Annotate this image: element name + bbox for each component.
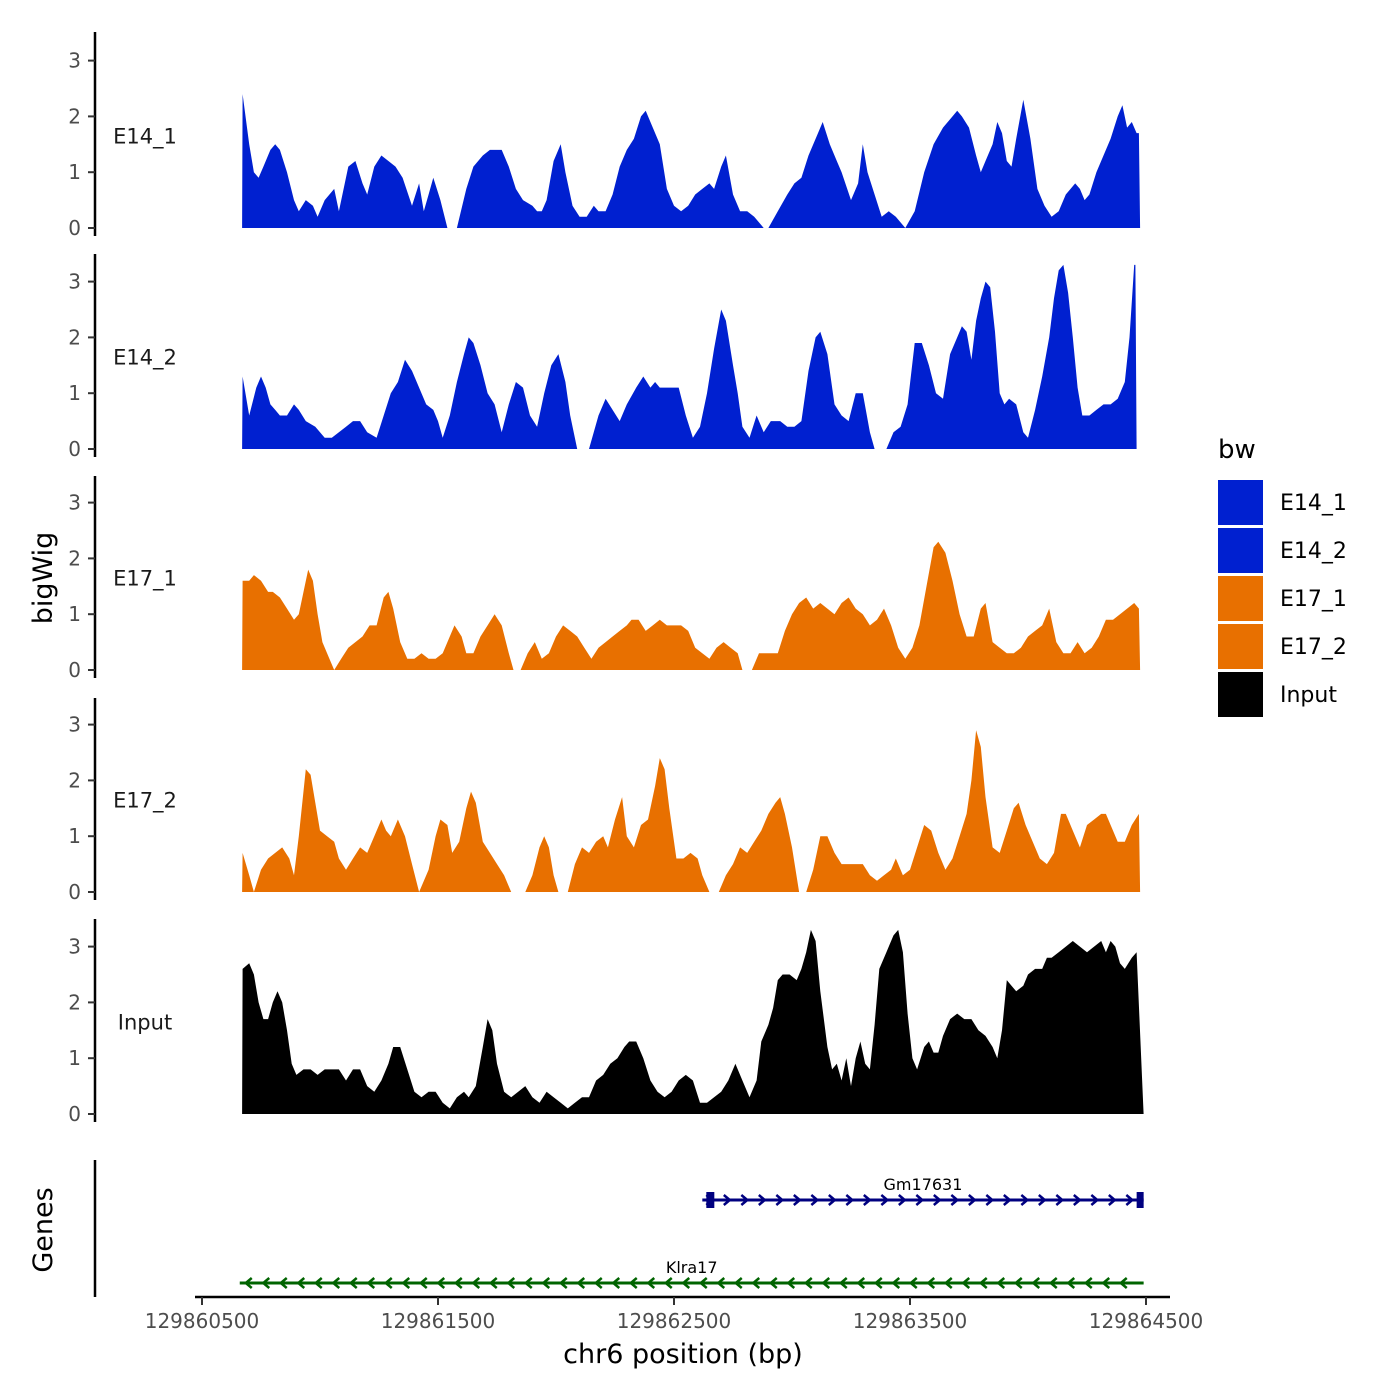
y-tick-label: 3 (68, 491, 81, 515)
y-tick-label: 2 (68, 546, 81, 570)
legend-swatch-e17-2 (1218, 624, 1263, 669)
legend: bw E14_1 E14_2 E17_1 E17_2 Input (1218, 435, 1347, 717)
legend-label-e17-2: E17_2 (1280, 635, 1347, 660)
track-label-input: Input (118, 1010, 172, 1034)
signal-area-e14-2 (242, 264, 1137, 449)
y-tick-label: 1 (68, 381, 81, 405)
strand-arrows (243, 1277, 1128, 1289)
y-tick-label: 1 (68, 160, 81, 184)
y-tick-label: 0 (68, 880, 81, 904)
x-tick-label: 129862500 (617, 1309, 732, 1333)
legend-title: bw (1218, 435, 1256, 465)
y-tick-label: 2 (68, 768, 81, 792)
signal-area-e17-1 (242, 541, 1141, 670)
y-tick-label: 2 (68, 325, 81, 349)
genes-axis-title: Genes (28, 1187, 59, 1272)
track-label-e17-1: E17_1 (113, 566, 177, 591)
y-tick-label: 0 (68, 216, 81, 240)
signal-area-e14-1 (242, 94, 1141, 228)
y-tick-label: 3 (68, 49, 81, 73)
signal-area-e17-2 (242, 730, 1141, 892)
y-tick-label: 3 (68, 713, 81, 737)
y-tick-label: 3 (68, 935, 81, 959)
x-tick-label: 129863500 (853, 1309, 968, 1333)
track-label-e17-2: E17_2 (113, 788, 177, 813)
y-tick-label: 3 (68, 270, 81, 294)
exon-block (1136, 1192, 1144, 1208)
legend-label-input: Input (1280, 683, 1337, 708)
x-axis: 129860500 129861500 129862500 129863500 1298… (145, 1295, 1204, 1333)
bigwig-tracks: 0 1 2 3 E14_1 0 1 2 3 E14_2 0 1 2 3 E17_1 0 1 2 3 E17_2 0 1 2 3… (68, 32, 1144, 1126)
x-axis-title: chr6 position (bp) (563, 1339, 803, 1370)
signal-area-input (242, 929, 1144, 1114)
track-e17-1: 0 1 2 3 E17_1 (68, 476, 1141, 682)
gene-label: Gm17631 (884, 1175, 963, 1194)
y-tick-label: 0 (68, 1102, 81, 1126)
legend-label-e17-1: E17_1 (1280, 587, 1347, 612)
y-tick-label: 1 (68, 1046, 81, 1070)
exon-block (706, 1192, 715, 1208)
y-axis-title: bigWig (28, 532, 59, 625)
y-tick-label: 1 (68, 824, 81, 848)
x-tick-label: 129860500 (145, 1309, 260, 1333)
track-label-e14-1: E14_1 (113, 124, 177, 149)
genes-track: Gm17631 Klra17 (93, 1160, 1144, 1297)
track-input: 0 1 2 3 Input (68, 919, 1144, 1126)
legend-label-e14-2: E14_2 (1280, 539, 1347, 564)
y-tick-label: 0 (68, 437, 81, 461)
track-e14-2: 0 1 2 3 E14_2 (68, 254, 1137, 461)
y-tick-label: 2 (68, 104, 81, 128)
y-tick-label: 0 (68, 658, 81, 682)
gene-klra17: Klra17 (239, 1258, 1144, 1289)
x-tick-label: 129861500 (381, 1309, 496, 1333)
gene-label: Klra17 (666, 1258, 718, 1277)
y-tick-label: 2 (68, 990, 81, 1014)
legend-swatch-e14-2 (1218, 528, 1263, 573)
x-tick-label: 129864500 (1089, 1309, 1204, 1333)
y-tick-label: 1 (68, 602, 81, 626)
track-label-e14-2: E14_2 (113, 345, 177, 370)
legend-swatch-e17-1 (1218, 576, 1263, 621)
track-e14-1: 0 1 2 3 E14_1 (68, 32, 1141, 240)
gene-gm17631: Gm17631 (702, 1175, 1144, 1208)
legend-label-e14-1: E14_1 (1280, 491, 1347, 516)
track-e17-2: 0 1 2 3 E17_2 (68, 698, 1141, 904)
legend-swatch-e14-1 (1218, 480, 1263, 525)
legend-swatch-input (1218, 672, 1263, 717)
